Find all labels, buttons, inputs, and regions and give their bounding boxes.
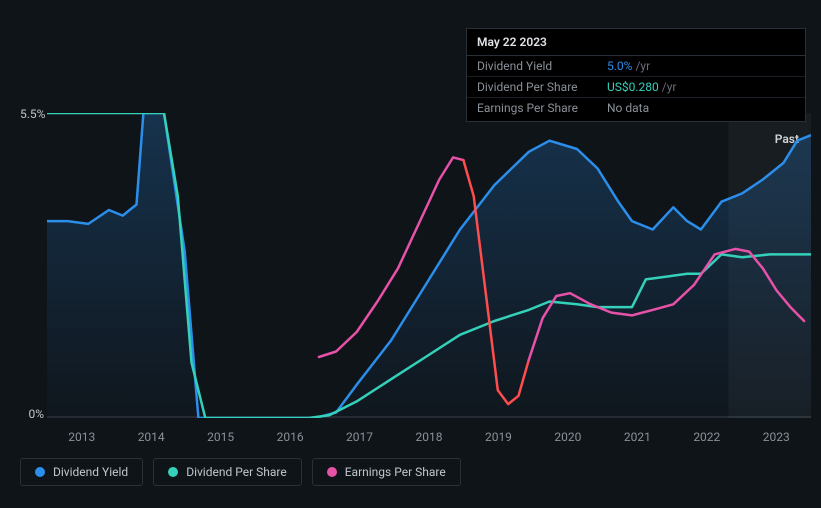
line-chart[interactable] bbox=[47, 113, 811, 418]
x-label: 2014 bbox=[116, 430, 185, 444]
x-label: 2022 bbox=[672, 430, 741, 444]
legend-dot-icon bbox=[35, 467, 45, 477]
tooltip-date: May 22 2023 bbox=[467, 29, 805, 56]
legend-dot-icon bbox=[168, 467, 178, 477]
tooltip-row: Dividend Yield 5.0%/yr bbox=[467, 56, 805, 77]
x-label: 2015 bbox=[186, 430, 255, 444]
y-axis-label-max: 5.5% bbox=[20, 107, 44, 121]
x-label: 2020 bbox=[533, 430, 602, 444]
x-label: 2017 bbox=[325, 430, 394, 444]
x-label: 2023 bbox=[742, 430, 811, 444]
x-label: 2016 bbox=[255, 430, 324, 444]
legend: Dividend Yield Dividend Per Share Earnin… bbox=[20, 458, 461, 486]
tooltip-value: 5.0%/yr bbox=[607, 59, 650, 73]
legend-item-dividend-per-share[interactable]: Dividend Per Share bbox=[153, 458, 302, 486]
tooltip-label: Earnings Per Share bbox=[477, 101, 607, 115]
legend-item-earnings-per-share[interactable]: Earnings Per Share bbox=[312, 458, 461, 486]
tooltip-value: No data bbox=[607, 101, 649, 115]
legend-label: Dividend Yield bbox=[53, 465, 128, 479]
dividend-yield-area bbox=[47, 113, 811, 418]
legend-label: Earnings Per Share bbox=[345, 465, 446, 479]
tooltip-label: Dividend Yield bbox=[477, 59, 607, 73]
x-label: 2019 bbox=[464, 430, 533, 444]
tooltip-label: Dividend Per Share bbox=[477, 80, 607, 94]
y-axis-label-min: 0% bbox=[20, 407, 44, 421]
chart-area: 5.5% 0% Past 2013 2014 2015 2016 2017 20… bbox=[0, 0, 821, 508]
legend-item-dividend-yield[interactable]: Dividend Yield bbox=[20, 458, 143, 486]
tooltip-row: Dividend Per Share US$0.280/yr bbox=[467, 77, 805, 98]
legend-dot-icon bbox=[327, 467, 337, 477]
x-label: 2021 bbox=[603, 430, 672, 444]
chart-tooltip: May 22 2023 Dividend Yield 5.0%/yr Divid… bbox=[466, 28, 806, 122]
x-label: 2013 bbox=[47, 430, 116, 444]
x-label: 2018 bbox=[394, 430, 463, 444]
x-axis: 2013 2014 2015 2016 2017 2018 2019 2020 … bbox=[47, 430, 811, 444]
legend-label: Dividend Per Share bbox=[186, 465, 287, 479]
tooltip-value: US$0.280/yr bbox=[607, 80, 677, 94]
tooltip-row: Earnings Per Share No data bbox=[467, 98, 805, 121]
